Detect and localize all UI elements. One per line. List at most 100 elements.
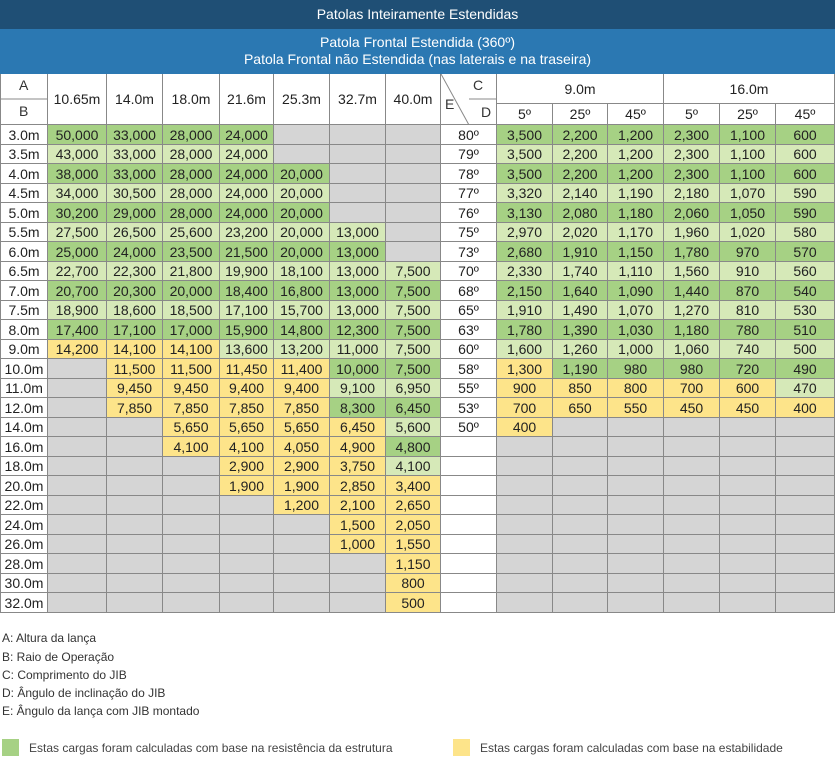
empty-cell <box>664 593 720 613</box>
jib-load-cell: 2,330 <box>497 262 553 281</box>
load-cell: 12,300 <box>330 320 386 340</box>
load-cell: 24,000 <box>220 184 274 203</box>
load-cell: 20,000 <box>274 242 330 262</box>
empty-cell <box>720 457 776 476</box>
load-cell <box>386 125 441 145</box>
empty-cell <box>776 535 835 554</box>
empty-cell <box>776 574 835 593</box>
empty-cell <box>776 515 835 535</box>
empty-cell <box>664 496 720 515</box>
radius-label: 4.0m <box>0 164 48 184</box>
jib-load-cell: 1,780 <box>664 242 720 262</box>
jib-load-cell: 1,780 <box>497 320 553 340</box>
empty-cell <box>776 554 835 574</box>
jib-load-cell: 2,680 <box>497 242 553 262</box>
jib-load-cell: 1,390 <box>553 320 608 340</box>
empty-cell <box>553 554 608 574</box>
stability-legend-text: Estas cargas foram calculadas com base n… <box>480 741 783 755</box>
boom-length-header: 10.65m <box>48 74 107 125</box>
load-cell: 43,000 <box>48 145 107 164</box>
load-cell: 13,200 <box>274 340 330 359</box>
load-cell: 15,900 <box>220 320 274 340</box>
jib-load-cell: 2,060 <box>664 203 720 223</box>
jib-load-cell: 2,200 <box>553 145 608 164</box>
empty-cell <box>441 476 497 496</box>
load-cell: 13,000 <box>330 242 386 262</box>
empty-cell <box>497 496 553 515</box>
radius-label: 9.0m <box>0 340 48 359</box>
load-cell: 22,300 <box>107 262 163 281</box>
structure-legend-text: Estas cargas foram calculadas com base n… <box>29 741 393 755</box>
empty-cell <box>553 535 608 554</box>
boom-angle-label: 58º <box>441 359 497 379</box>
load-cell <box>107 554 163 574</box>
radius-label: 24.0m <box>0 515 48 535</box>
jib-load-cell: 1,180 <box>608 203 664 223</box>
table-subtitle: Patola Frontal Estendida (360º) Patola F… <box>0 29 835 74</box>
jib-load-cell: 970 <box>720 242 776 262</box>
load-cell: 500 <box>386 593 441 613</box>
jib-load-cell: 1,000 <box>608 340 664 359</box>
load-cell <box>107 535 163 554</box>
load-cell: 7,850 <box>107 398 163 418</box>
empty-cell <box>776 437 835 457</box>
jib-load-cell: 1,190 <box>608 184 664 203</box>
load-cell <box>274 574 330 593</box>
jib-load-cell: 1,100 <box>720 145 776 164</box>
boom-angle-label: 63º <box>441 320 497 340</box>
corner-label-b: B <box>19 103 29 119</box>
empty-cell <box>553 593 608 613</box>
load-cell: 2,650 <box>386 496 441 515</box>
load-cell: 11,500 <box>163 359 220 379</box>
radius-label: 14.0m <box>0 418 48 437</box>
load-cell <box>330 554 386 574</box>
boom-length-header: 25.3m <box>274 74 330 125</box>
load-cell <box>48 418 107 437</box>
load-cell <box>48 496 107 515</box>
load-cell: 2,900 <box>220 457 274 476</box>
jib-load-cell <box>720 418 776 437</box>
boom-angle-label: 73º <box>441 242 497 262</box>
jib-load-cell: 2,180 <box>664 184 720 203</box>
load-cell <box>48 437 107 457</box>
empty-cell <box>776 593 835 613</box>
load-cell <box>386 145 441 164</box>
empty-cell <box>441 574 497 593</box>
radius-label: 28.0m <box>0 554 48 574</box>
jib-length-header: 9.0m <box>497 74 664 104</box>
empty-cell <box>608 476 664 496</box>
load-cell: 7,500 <box>386 262 441 281</box>
jib-load-cell: 600 <box>776 145 835 164</box>
load-cell <box>330 184 386 203</box>
load-cell <box>163 496 220 515</box>
empty-cell <box>664 515 720 535</box>
empty-cell <box>441 515 497 535</box>
empty-cell <box>608 515 664 535</box>
load-cell: 1,150 <box>386 554 441 574</box>
load-cell <box>386 184 441 203</box>
offset-angle-header: 5º <box>497 104 553 125</box>
load-cell: 20,300 <box>107 281 163 301</box>
load-cell: 18,600 <box>107 301 163 320</box>
jib-load-cell: 1,560 <box>664 262 720 281</box>
empty-cell <box>553 437 608 457</box>
load-cell: 20,000 <box>274 203 330 223</box>
load-cell <box>107 457 163 476</box>
jib-load-cell: 980 <box>664 359 720 379</box>
boom-length-header: 32.7m <box>330 74 386 125</box>
load-cell: 23,200 <box>220 223 274 242</box>
jib-load-cell: 1,740 <box>553 262 608 281</box>
radius-label: 3.5m <box>0 145 48 164</box>
jib-load-cell: 1,070 <box>720 184 776 203</box>
jib-load-cell: 870 <box>720 281 776 301</box>
load-cell: 7,850 <box>220 398 274 418</box>
corner-diagonal <box>0 98 48 100</box>
load-cell: 24,000 <box>220 125 274 145</box>
jib-load-cell: 1,090 <box>608 281 664 301</box>
boom-angle-label: 79º <box>441 145 497 164</box>
jib-load-cell: 910 <box>720 262 776 281</box>
load-cell: 17,400 <box>48 320 107 340</box>
jib-load-cell: 1,260 <box>553 340 608 359</box>
jib-load-cell: 3,130 <box>497 203 553 223</box>
